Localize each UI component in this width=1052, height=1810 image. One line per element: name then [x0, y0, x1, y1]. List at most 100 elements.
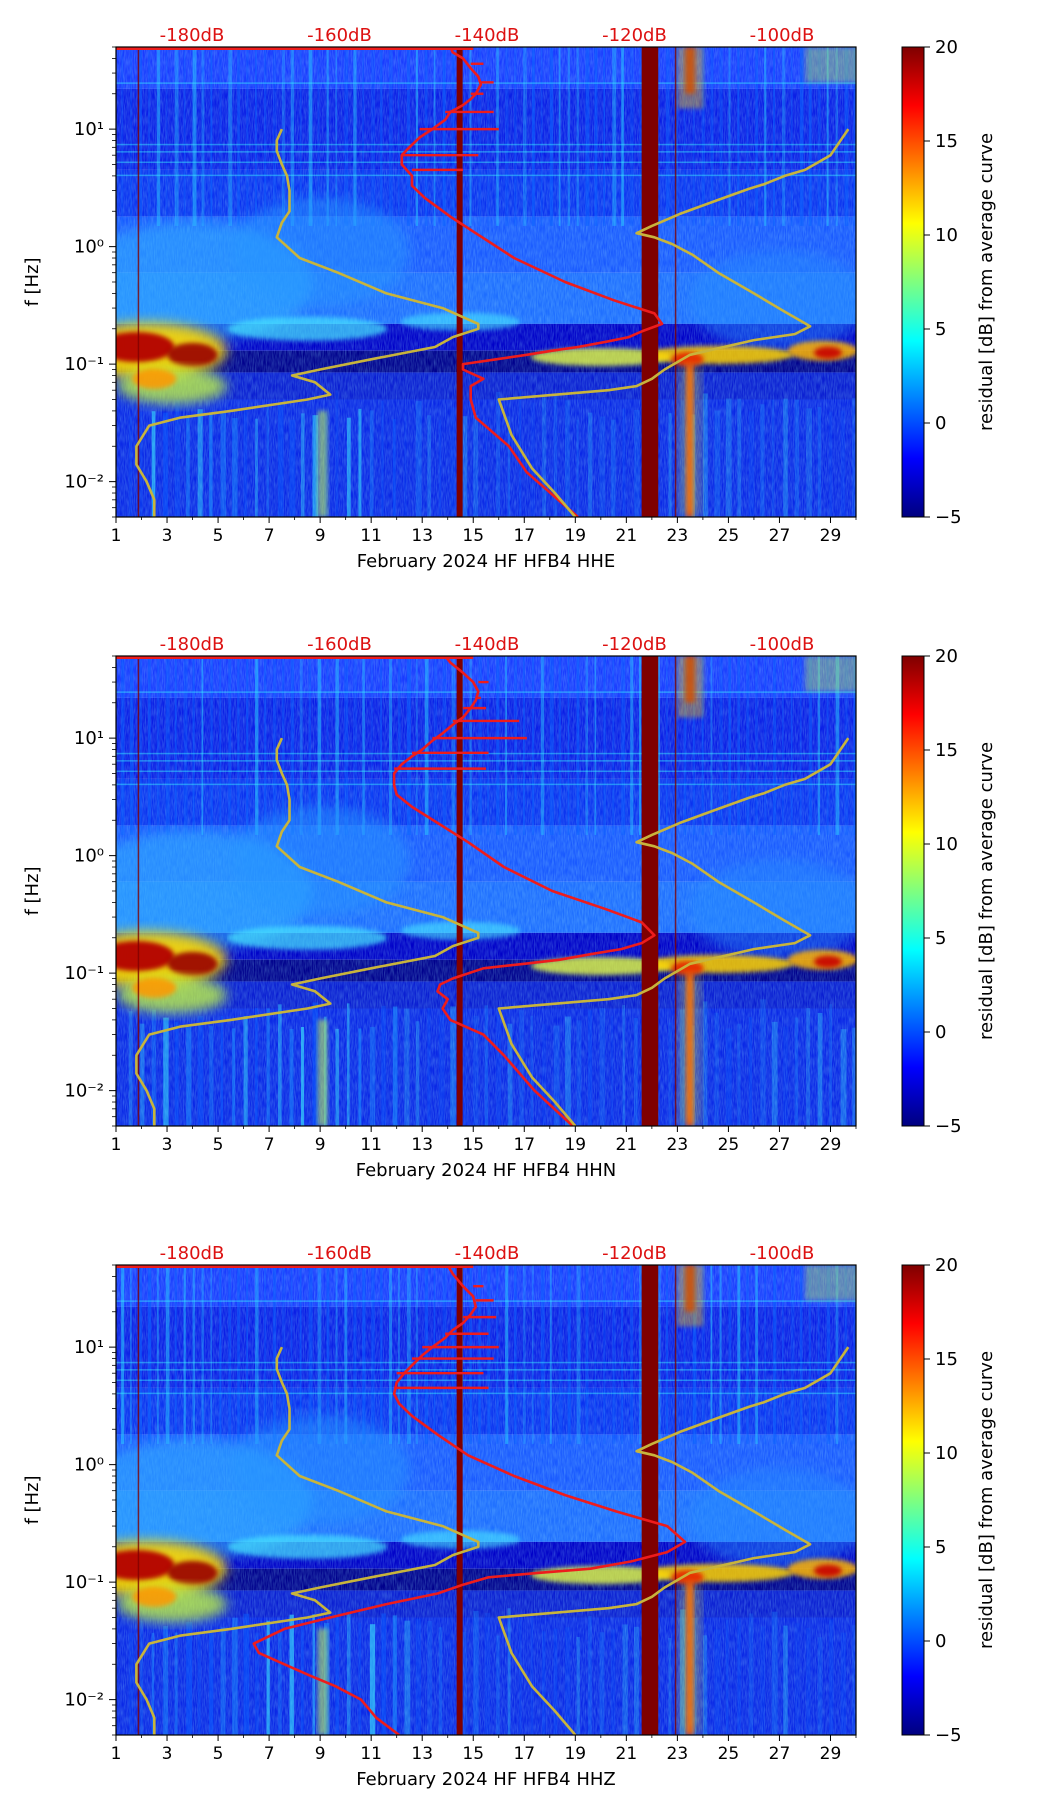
heatmap-streak — [773, 1265, 777, 1444]
heatmap-streak — [381, 1005, 386, 1126]
heatmap-spike — [679, 973, 700, 1126]
heatmap-streak — [397, 656, 401, 835]
heatmap-streak — [369, 1026, 376, 1126]
heatmap-streak — [237, 1265, 240, 1444]
y-tick-label: 10¹ — [74, 1337, 104, 1358]
heatmap-streak — [702, 1635, 708, 1735]
heatmap-streak — [507, 1023, 513, 1126]
heatmap-streak — [634, 1626, 639, 1735]
heatmap-streak — [163, 412, 168, 517]
heatmap-streak — [806, 1627, 811, 1735]
heatmap-streak — [794, 399, 799, 517]
x-tick-label: 29 — [820, 1744, 842, 1764]
heatmap-streak — [219, 656, 222, 835]
heatmap-streak — [594, 1265, 597, 1444]
heatmap-streak — [799, 656, 802, 835]
heatmap-streak — [484, 1005, 488, 1126]
heatmap-streak — [174, 1632, 178, 1735]
heatmap-streak — [121, 1265, 125, 1444]
heatmap-streak — [406, 656, 411, 835]
heatmap-streak — [523, 47, 527, 226]
heatmap-streak — [438, 1627, 443, 1735]
heatmap-streak — [496, 1635, 500, 1735]
heatmap-streak — [683, 1265, 686, 1444]
heatmap-line — [116, 1369, 856, 1371]
x-tick-label: 5 — [213, 1744, 224, 1764]
heatmap-streak — [210, 47, 213, 226]
heatmap-streak — [380, 47, 383, 226]
heatmap-streak — [674, 1265, 679, 1444]
heatmap-streak — [278, 1004, 282, 1126]
heatmap-blob — [804, 1265, 856, 1301]
db-scale-label: -140dB — [455, 634, 520, 655]
heatmap-streak — [392, 1006, 398, 1126]
heatmap-streak — [599, 416, 606, 517]
heatmap-streak — [147, 47, 151, 226]
heatmap-streak — [844, 656, 849, 835]
colorbar-tick-label: 20 — [935, 646, 958, 667]
heatmap-streak — [714, 1012, 719, 1126]
heatmap-streak — [728, 656, 731, 835]
heatmap-streak — [301, 1626, 304, 1735]
heatmap-streak — [783, 398, 788, 517]
x-tick-label: 1 — [111, 1744, 122, 1764]
heatmap-streak — [852, 1625, 856, 1735]
noise-model-curve — [135, 737, 480, 1126]
y-axis-label: f [Hz] — [22, 257, 43, 306]
colorbar-tick-label: −5 — [935, 507, 962, 528]
heatmap-streak — [264, 47, 267, 226]
heatmap-streak — [381, 400, 384, 517]
heatmap-streak — [519, 390, 522, 517]
heatmap-streak — [228, 656, 232, 835]
heatmap-streak — [585, 656, 588, 835]
x-tick-label: 3 — [162, 1135, 173, 1155]
heatmap-streak — [442, 47, 446, 226]
heatmap-streak — [853, 656, 856, 835]
heatmap-streak — [469, 1265, 472, 1444]
heatmap-streak — [835, 47, 838, 226]
heatmap-streak — [186, 415, 190, 517]
heatmap-streak — [220, 1627, 226, 1735]
heatmap-streak — [840, 1632, 846, 1735]
heatmap-streak — [665, 1265, 668, 1444]
heatmap-streak — [714, 410, 721, 517]
heatmap-streak — [326, 1265, 330, 1444]
heatmap-streak — [246, 47, 249, 226]
x-tick-label: 5 — [213, 1135, 224, 1155]
heatmap-hot-blob — [167, 1560, 218, 1585]
heatmap-streak — [433, 47, 436, 226]
heatmap-streak — [243, 408, 248, 517]
heatmap-streak — [438, 1014, 445, 1126]
heatmap-hot-blob — [132, 1586, 177, 1607]
colorbar-tick-label: 20 — [935, 1255, 958, 1276]
heatmap-streak — [826, 1265, 831, 1444]
heatmap-streak — [174, 400, 180, 517]
heatmap-streak — [565, 400, 570, 517]
heatmap-streak — [576, 47, 579, 226]
heatmap-hot-blob — [813, 346, 842, 359]
heatmap-streak — [611, 1015, 614, 1126]
data-gap-band — [456, 47, 463, 517]
heatmap-streak — [138, 1265, 142, 1444]
heatmap-streak — [773, 656, 777, 835]
heatmap-streak — [764, 1265, 767, 1444]
heatmap-streak — [183, 656, 188, 835]
data-gap-line — [137, 1265, 140, 1735]
heatmap-streak — [549, 47, 554, 226]
x-tick-label: 3 — [162, 526, 173, 546]
heatmap-streak — [817, 407, 822, 517]
heatmap-streak — [639, 47, 643, 226]
heatmap-blob — [227, 316, 388, 341]
heatmap-streak — [281, 1265, 286, 1444]
x-tick-label: 25 — [718, 526, 740, 546]
heatmap-streak — [588, 412, 593, 517]
heatmap-line — [116, 161, 856, 164]
heatmap-streak — [308, 656, 311, 835]
y-tick-label: 10¹ — [74, 119, 104, 140]
heatmap-streak — [507, 1608, 511, 1735]
heatmap-streak — [272, 47, 277, 226]
heatmap-streak — [369, 410, 374, 517]
heatmap-streak — [371, 47, 375, 226]
data-gap-line — [137, 47, 140, 517]
